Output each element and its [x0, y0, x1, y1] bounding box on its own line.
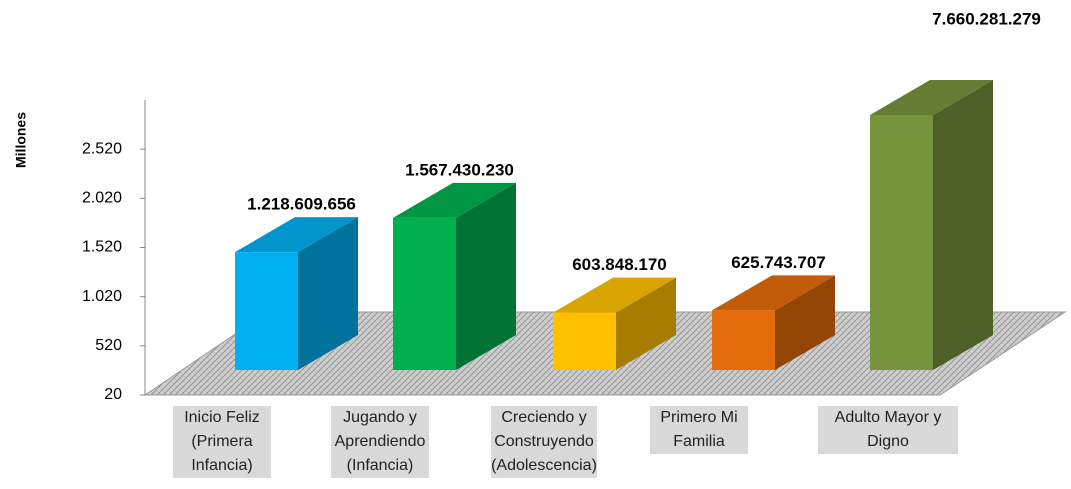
x-tick-label: Jugando y Aprendiendo (Infancia) — [331, 406, 429, 478]
bar — [235, 252, 298, 370]
bar — [712, 310, 775, 370]
bar-top — [393, 182, 516, 218]
y-tick-label: 2.020 — [82, 190, 122, 207]
x-tick-label: Inicio Feliz (Primera Infancia) — [173, 406, 271, 478]
bar — [870, 115, 933, 370]
y-tick-label: 1.020 — [82, 288, 122, 305]
category-line: Familia — [673, 433, 725, 450]
category-line: Jugando y — [343, 409, 417, 426]
bar-side — [775, 275, 835, 370]
value-label: 1.567.430.230 — [405, 160, 514, 179]
category-line: Construyendo — [494, 433, 594, 450]
value-label: 7.660.281.279 — [932, 9, 1041, 28]
y-tick-label: 1.520 — [82, 239, 122, 256]
category-line: Adulto Mayor y — [834, 409, 942, 426]
bar-side — [933, 80, 993, 370]
y-tick-label: 520 — [95, 337, 122, 354]
value-label: 603.848.170 — [572, 255, 667, 274]
category-line: (Infancia) — [346, 457, 414, 474]
value-label: 625.743.707 — [731, 253, 826, 272]
bar-side — [456, 182, 516, 370]
bar-side — [616, 277, 676, 370]
x-tick-label: Primero Mi Familia — [650, 406, 748, 454]
bar-top — [870, 80, 993, 115]
category-line: (Adolescencia) — [491, 457, 597, 474]
bar — [553, 312, 616, 370]
y-tick-label: 20 — [104, 386, 122, 403]
bar-top — [712, 275, 835, 311]
x-tick-label: Creciendo y Construyendo (Adolescencia) — [491, 406, 597, 478]
category-line: Digno — [867, 433, 909, 450]
category-line: Inicio Feliz — [184, 409, 260, 426]
y-axis-label: Millones — [13, 112, 29, 168]
x-tick-label: Adulto Mayor y Digno — [818, 406, 958, 454]
category-line: Creciendo y — [501, 409, 587, 426]
bar-top — [235, 217, 358, 253]
value-label: 1.218.609.656 — [247, 195, 356, 214]
category-line: Aprendiendo — [334, 433, 426, 450]
bar-side — [298, 217, 358, 370]
category-line: Infancia) — [191, 457, 253, 474]
category-line: (Primera — [191, 433, 253, 450]
bar — [393, 217, 456, 370]
bar-top — [553, 277, 676, 313]
y-tick-label: 2.520 — [82, 140, 122, 157]
category-line: Primero Mi — [660, 409, 738, 426]
